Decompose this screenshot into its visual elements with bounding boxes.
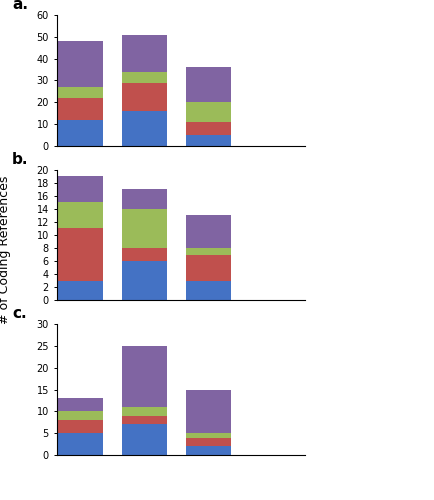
Bar xyxy=(186,281,230,300)
Bar xyxy=(58,202,103,228)
Text: c.: c. xyxy=(12,306,26,322)
Bar xyxy=(186,135,230,146)
Bar xyxy=(58,228,103,281)
Bar xyxy=(122,248,167,261)
Bar xyxy=(186,102,230,122)
Bar xyxy=(122,111,167,146)
Bar xyxy=(58,398,103,411)
Bar xyxy=(58,281,103,300)
Text: a.: a. xyxy=(12,0,28,12)
Bar xyxy=(186,248,230,254)
Bar xyxy=(122,72,167,83)
Text: # of Coding References: # of Coding References xyxy=(0,176,11,324)
Bar xyxy=(122,261,167,300)
Bar xyxy=(186,68,230,102)
Bar xyxy=(58,176,103,203)
Bar xyxy=(186,254,230,281)
Bar xyxy=(186,446,230,455)
Bar xyxy=(58,41,103,87)
Bar xyxy=(122,82,167,111)
Text: b.: b. xyxy=(12,152,28,167)
Bar xyxy=(58,420,103,433)
Bar xyxy=(186,390,230,433)
Bar xyxy=(122,424,167,455)
Bar xyxy=(58,87,103,98)
Bar xyxy=(122,346,167,407)
Bar xyxy=(58,120,103,146)
Bar xyxy=(186,433,230,438)
Bar xyxy=(58,98,103,120)
Bar xyxy=(122,34,167,72)
Legend: Neutral, Mixed, Negative, Positive: Neutral, Mixed, Negative, Positive xyxy=(313,195,397,275)
Bar xyxy=(122,209,167,248)
Bar xyxy=(186,122,230,135)
Bar xyxy=(122,189,167,209)
Bar xyxy=(122,416,167,424)
Bar xyxy=(186,438,230,446)
Bar xyxy=(122,407,167,416)
Bar xyxy=(58,433,103,455)
Bar xyxy=(58,412,103,420)
Bar xyxy=(186,216,230,248)
